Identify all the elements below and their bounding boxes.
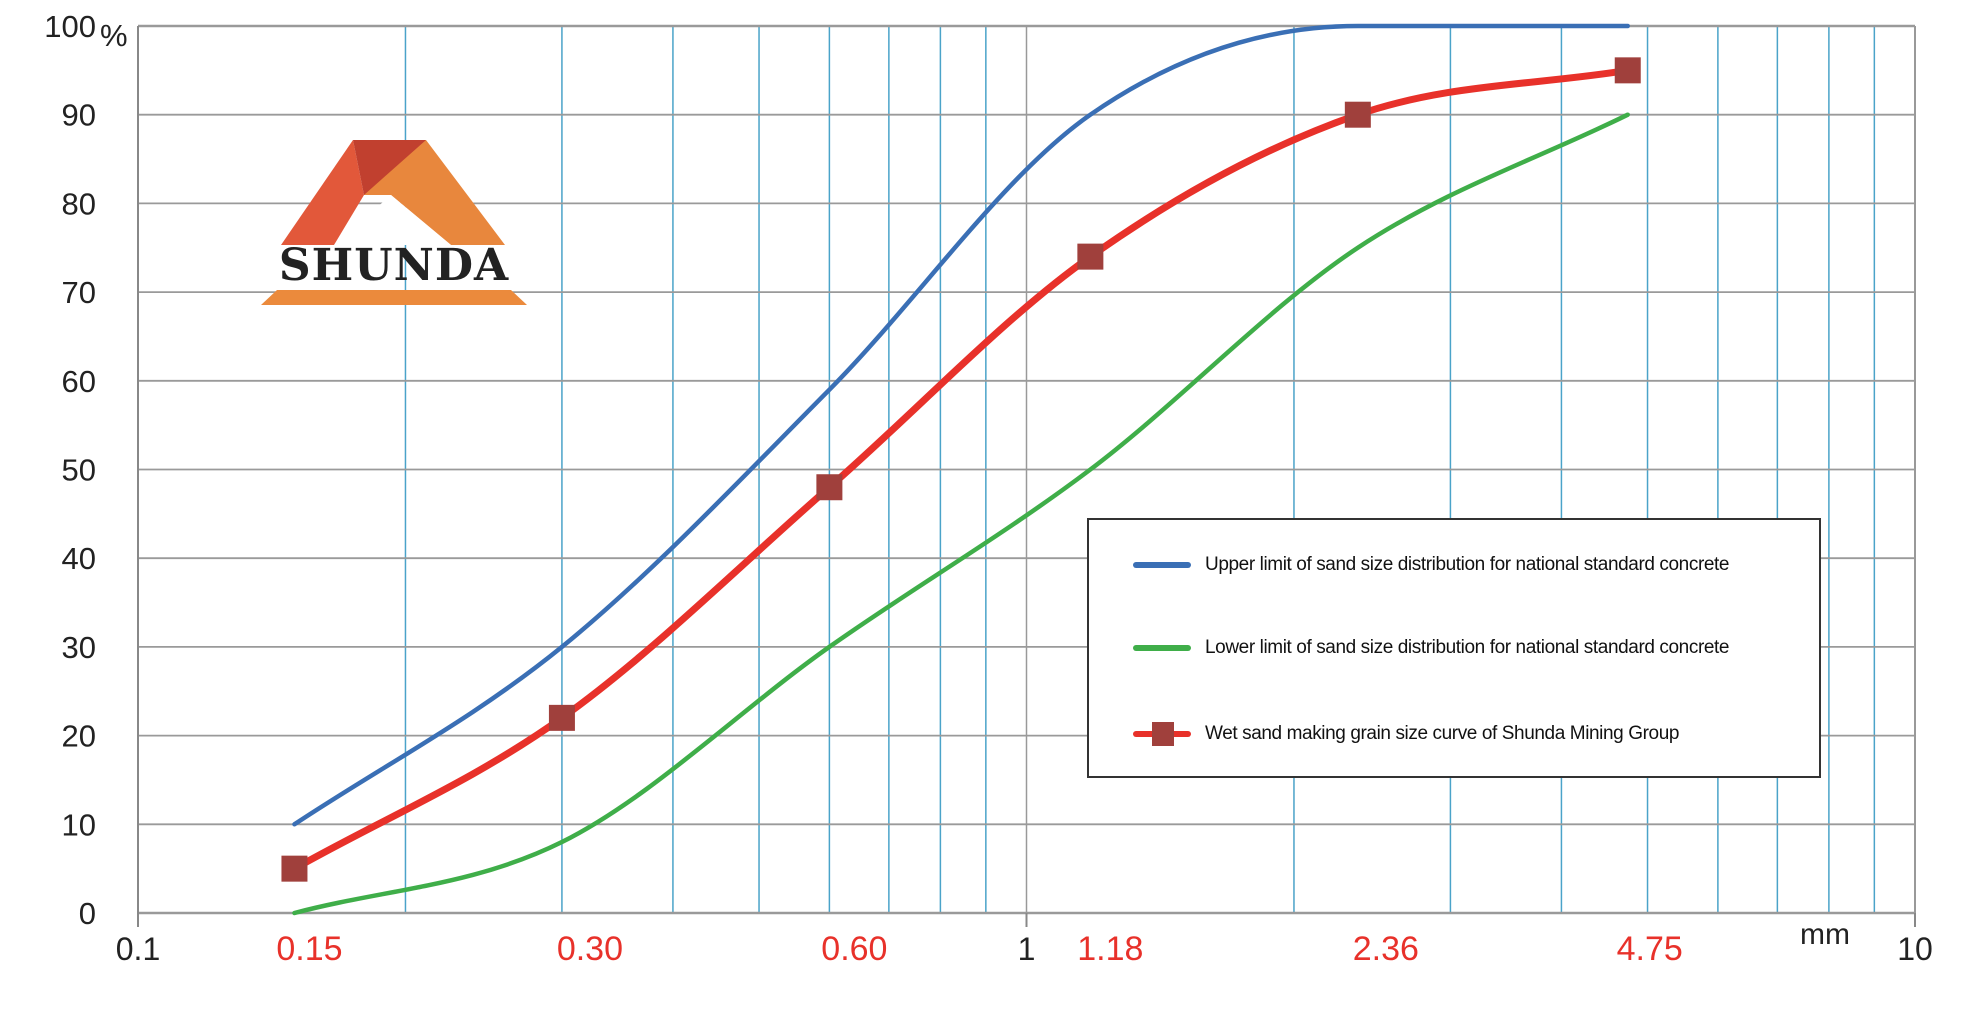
shunda-curve-line [290, 66, 1632, 873]
legend-marker [1152, 722, 1174, 746]
x-tick-label: 1 [1018, 931, 1036, 967]
x-tick-label-red: 0.15 [276, 930, 342, 968]
legend-swatch-lower [1133, 645, 1191, 651]
y-tick-label: 20 [62, 719, 96, 754]
legend-label-shunda: Wet sand making grain size curve of Shun… [1205, 723, 1680, 744]
y-tick-label: 100 [44, 9, 96, 44]
data-point-marker [1077, 243, 1104, 270]
legend-label-upper: Upper limit of sand size distribution fo… [1205, 554, 1730, 575]
legend: Upper limit of sand size distribution fo… [1087, 518, 1821, 778]
y-tick-label: 30 [62, 630, 96, 665]
data-point-marker [1344, 101, 1371, 128]
upper-limit-line [292, 23, 1630, 827]
x-tick-label-red: 2.36 [1353, 930, 1419, 968]
legend-item-lower: Lower limit of sand size distribution fo… [1133, 637, 1729, 659]
data-point-marker [281, 855, 308, 882]
x-tick-label-red: 1.18 [1077, 930, 1143, 968]
logo-text: SHUNDA [278, 240, 510, 291]
y-tick-label: 90 [62, 98, 96, 133]
y-tick-label: 50 [62, 453, 96, 488]
y-tick-label: 80 [62, 186, 96, 221]
y-tick-label: 10 [62, 807, 96, 842]
lower-limit-line [292, 112, 1630, 916]
x-tick-label-red: 0.60 [821, 930, 887, 968]
legend-item-upper: Upper limit of sand size distribution fo… [1133, 554, 1729, 576]
x-tick-label: 10 [1897, 931, 1933, 967]
legend-swatch-shunda [1133, 722, 1191, 746]
y-tick-label: 70 [62, 275, 96, 310]
x-axis-unit: mm [1800, 918, 1850, 951]
logo: SHUNDA [241, 140, 547, 325]
y-tick-label: 60 [62, 364, 96, 399]
x-tick-label: 0.1 [116, 931, 160, 967]
x-tick-label-red: 0.30 [557, 930, 623, 968]
data-point-marker [816, 474, 843, 501]
y-axis-unit: % [100, 18, 128, 53]
y-tick-label: 0 [79, 896, 96, 931]
x-tick-label-red: 4.75 [1617, 930, 1683, 968]
legend-swatch-upper [1133, 562, 1191, 568]
data-point-marker [1614, 57, 1641, 84]
legend-item-shunda: Wet sand making grain size curve of Shun… [1133, 722, 1680, 746]
data-point-marker [548, 704, 575, 731]
y-tick-label: 40 [62, 541, 96, 576]
legend-label-lower: Lower limit of sand size distribution fo… [1205, 637, 1730, 658]
